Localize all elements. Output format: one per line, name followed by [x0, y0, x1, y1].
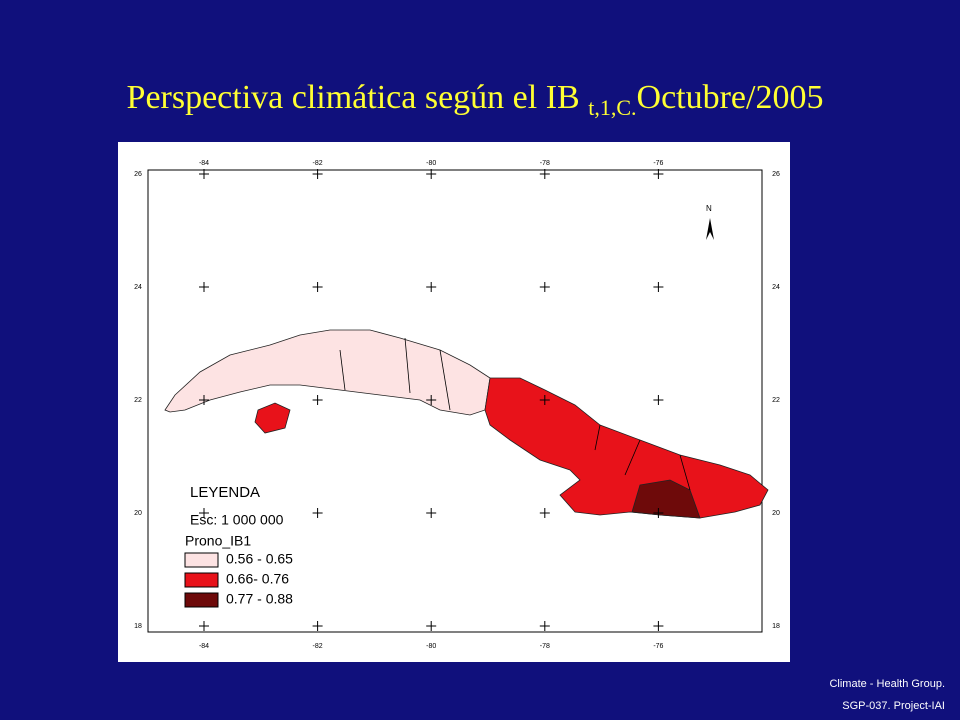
north-arrow	[706, 218, 714, 240]
lat-tick-label: 26	[772, 171, 780, 178]
region-high	[631, 479, 701, 519]
lon-tick-label: -78	[540, 643, 550, 650]
graticule-cross	[426, 508, 437, 518]
graticule-cross	[653, 395, 664, 405]
lon-tick-label: -80	[426, 643, 436, 650]
cuba-map	[164, 329, 769, 519]
graticule-cross	[653, 508, 664, 518]
graticule-cross	[653, 169, 664, 179]
graticule-cross	[539, 282, 550, 292]
legend-field: Prono_IB1	[185, 533, 251, 549]
title-date: Octubre/2005	[637, 79, 824, 116]
lat-tick-label: 24	[772, 284, 780, 291]
graticule-cross	[426, 395, 437, 405]
lat-tick-label: 20	[772, 510, 780, 517]
legend-label: 0.66- 0.76	[226, 571, 289, 587]
graticule-cross	[312, 169, 323, 179]
graticule-cross	[199, 395, 209, 405]
lon-tick-label: -76	[653, 160, 663, 167]
graticule-cross	[312, 395, 323, 405]
lon-tick-label: -76	[653, 643, 663, 650]
lon-tick-label: -82	[313, 160, 323, 167]
legend-title: LEYENDA	[190, 484, 260, 501]
legend-label: 0.77 - 0.88	[226, 591, 293, 607]
lon-tick-label: -84	[199, 643, 209, 650]
graticule-cross	[199, 621, 209, 631]
lon-tick-label: -82	[313, 643, 323, 650]
lat-tick-label: 22	[772, 397, 780, 404]
graticule-cross	[539, 621, 550, 631]
region-borders	[339, 337, 691, 491]
lat-tick-label: 18	[772, 623, 780, 630]
title-main: Perspectiva climática según el IB	[127, 79, 580, 116]
lon-tick-label: -84	[199, 160, 209, 167]
graticule-cross	[539, 508, 550, 518]
legend-label: 0.56 - 0.65	[226, 551, 293, 567]
graticule-cross	[199, 508, 209, 518]
legend-swatch	[184, 552, 219, 568]
footer-line: SGP-037. Project-IAI	[842, 700, 945, 712]
graticule-cross	[426, 169, 437, 179]
graticule-cross	[539, 395, 550, 405]
legend-swatch	[184, 592, 219, 608]
graticule-cross	[426, 282, 437, 292]
lat-tick-label: 20	[134, 510, 142, 517]
lat-tick-label: 18	[134, 623, 142, 630]
slide-title: Perspectiva climática según el IB t,1,C.…	[127, 79, 824, 120]
title-subscript: t,1,C.	[588, 95, 636, 120]
map-frame	[147, 169, 763, 633]
graticule-cross	[426, 621, 437, 631]
footer-line: Climate - Health Group.	[829, 678, 945, 690]
lon-tick-label: -80	[426, 160, 436, 167]
north-label: N	[706, 204, 712, 213]
graticule-cross	[653, 282, 664, 292]
graticule-cross	[653, 621, 664, 631]
graticule-cross	[312, 621, 323, 631]
lat-tick-label: 22	[134, 397, 142, 404]
graticule-cross	[199, 282, 209, 292]
legend-swatch	[184, 572, 219, 588]
lat-tick-label: 24	[134, 284, 142, 291]
lon-tick-label: -78	[540, 160, 550, 167]
isla-juventud	[254, 402, 291, 434]
graticule-cross	[312, 508, 323, 518]
graticule-cross	[312, 282, 323, 292]
graticule-cross	[539, 169, 550, 179]
graticule-cross	[199, 169, 209, 179]
lat-tick-label: 26	[134, 171, 142, 178]
legend-scale: Esc: 1 000 000	[190, 512, 284, 528]
